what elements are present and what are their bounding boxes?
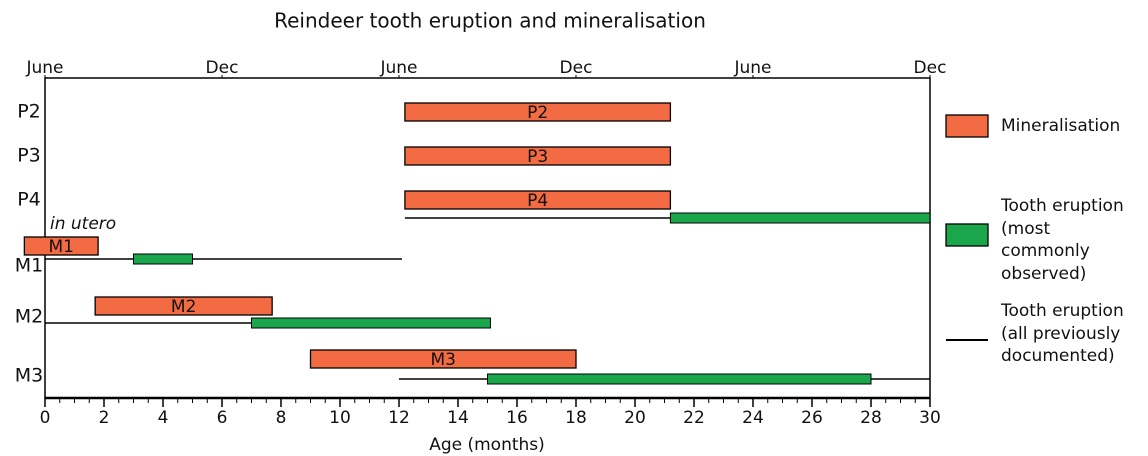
row-label: P4 — [17, 189, 41, 211]
eruption-bar — [487, 373, 872, 385]
x-tick-label: 28 — [860, 408, 882, 428]
x-tick-label: 0 — [40, 408, 51, 428]
x2-tick-label: Dec — [914, 58, 947, 78]
x-tick-label: 20 — [624, 408, 646, 428]
annotation: in utero — [50, 214, 116, 234]
bar-label: M2 — [171, 297, 196, 317]
eruption-bar — [251, 317, 491, 329]
x-tick-label: 18 — [565, 408, 587, 428]
x2-tick-label: June — [25, 58, 63, 78]
legend-label: Tooth eruption (all previously documente… — [1001, 301, 1124, 366]
eruption-bar — [133, 253, 193, 265]
x2-tick-label: Dec — [206, 58, 239, 78]
bar-label: P3 — [527, 147, 548, 167]
bar-label: P2 — [527, 103, 548, 123]
x-axis-label: Age (months) — [429, 435, 545, 455]
x-tick-label: 10 — [329, 408, 351, 428]
legend-swatch — [945, 114, 989, 138]
row-label: P2 — [17, 101, 41, 123]
bar-label: M3 — [431, 350, 456, 370]
bar-label: P4 — [527, 191, 548, 211]
legend-label: Tooth eruption (most commonly observed) — [1001, 196, 1124, 284]
mineralisation-bar — [404, 190, 672, 210]
x-tick-label: 6 — [217, 408, 228, 428]
x-tick-label: 26 — [801, 408, 823, 428]
x-tick-label: 22 — [683, 408, 705, 428]
x-tick-label: 16 — [506, 408, 528, 428]
x2-tick-label: Dec — [560, 58, 593, 78]
mineralisation-bar — [94, 296, 273, 316]
mineralisation-bar — [404, 102, 672, 122]
x-tick-label: 2 — [99, 408, 110, 428]
row-label: P3 — [17, 145, 41, 167]
chart-title: Reindeer tooth eruption and mineralisati… — [274, 9, 706, 33]
legend-label: Mineralisation — [1001, 115, 1121, 136]
row-label: M1 — [15, 255, 43, 277]
x2-tick-label: June — [379, 58, 417, 78]
x-tick-label: 14 — [447, 408, 469, 428]
x-tick-label: 30 — [919, 408, 941, 428]
mineralisation-bar — [309, 349, 577, 369]
x-tick-label: 24 — [742, 408, 764, 428]
legend-swatch — [945, 223, 989, 247]
eruption-bar — [669, 212, 931, 224]
bar-label: M1 — [48, 237, 73, 257]
x2-tick-label: June — [733, 58, 771, 78]
x-tick-label: 12 — [388, 408, 410, 428]
x-tick-label: 8 — [276, 408, 287, 428]
row-label: M2 — [15, 306, 43, 328]
x-tick-label: 4 — [158, 408, 169, 428]
mineralisation-bar — [23, 236, 99, 256]
mineralisation-bar — [404, 146, 672, 166]
row-label: M3 — [15, 365, 43, 387]
